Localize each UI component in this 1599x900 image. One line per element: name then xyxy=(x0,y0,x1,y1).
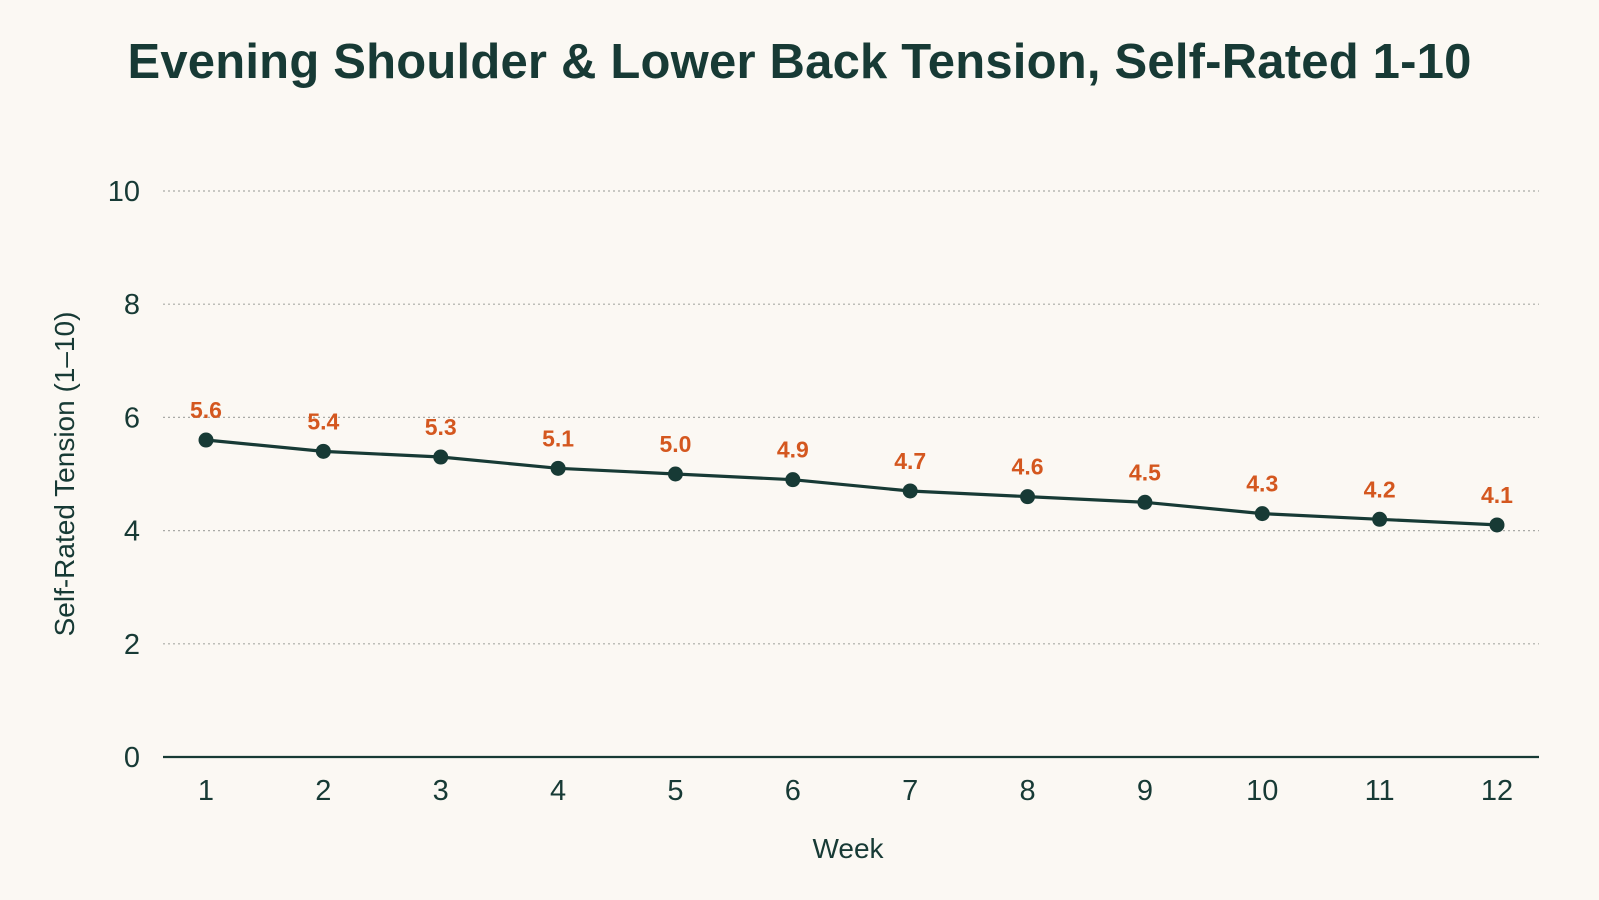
data-label: 5.3 xyxy=(425,414,457,440)
data-point xyxy=(433,449,449,465)
y-axis-title: Self-Rated Tension (1–10) xyxy=(49,312,80,637)
data-point xyxy=(667,466,683,482)
data-point xyxy=(1020,489,1036,505)
y-tick-label: 10 xyxy=(108,176,140,208)
data-point xyxy=(902,483,918,499)
data-label: 5.1 xyxy=(542,425,574,451)
x-axis-title: Week xyxy=(812,833,884,864)
x-tick-label: 3 xyxy=(433,775,449,807)
data-label: 4.3 xyxy=(1246,471,1278,497)
y-tick-label: 0 xyxy=(124,742,140,774)
y-tick-label: 2 xyxy=(124,629,140,661)
data-label: 5.4 xyxy=(307,408,339,434)
data-label: 4.7 xyxy=(894,448,926,474)
data-label: 4.6 xyxy=(1012,454,1044,480)
data-point xyxy=(550,460,566,476)
data-point xyxy=(1254,506,1270,522)
data-point xyxy=(785,472,801,488)
x-tick-label: 7 xyxy=(902,775,918,807)
data-point xyxy=(1137,494,1153,510)
data-point xyxy=(198,432,214,448)
x-tick-label: 9 xyxy=(1137,775,1153,807)
data-labels: 5.6 5.4 5.3 5.1 5.0 4.9 4.7 4.6 4.5 4.3 4.2 4.1 xyxy=(190,397,1513,508)
series-line xyxy=(205,438,1498,527)
x-tick-label: 11 xyxy=(1365,775,1395,807)
x-tick-label: 6 xyxy=(785,775,801,807)
x-tick-label: 8 xyxy=(1019,775,1035,807)
data-point xyxy=(1372,511,1388,527)
x-tick-label: 2 xyxy=(315,775,331,807)
data-label: 4.9 xyxy=(777,437,809,463)
data-point xyxy=(315,443,331,459)
x-tick-label: 10 xyxy=(1246,775,1278,807)
x-tick-label: 1 xyxy=(198,775,214,807)
gridlines xyxy=(163,190,1539,645)
y-axis-ticks: 0 2 4 6 8 10 xyxy=(108,176,140,774)
data-label: 5.6 xyxy=(190,397,222,423)
y-tick-label: 8 xyxy=(124,289,140,321)
data-label: 4.5 xyxy=(1129,459,1161,485)
data-point xyxy=(1489,517,1505,533)
x-tick-label: 5 xyxy=(667,775,683,807)
data-label: 4.2 xyxy=(1364,476,1396,502)
y-tick-label: 4 xyxy=(124,516,140,548)
x-tick-label: 12 xyxy=(1481,775,1513,807)
x-tick-label: 4 xyxy=(550,775,566,807)
y-tick-label: 6 xyxy=(124,402,140,434)
x-axis-ticks: 1 2 3 4 5 6 7 8 9 10 11 12 xyxy=(198,775,1513,807)
data-label: 5.0 xyxy=(659,431,691,457)
chart-title: Evening Shoulder & Lower Back Tension, S… xyxy=(127,35,1472,89)
data-label: 4.1 xyxy=(1481,482,1513,508)
series-group xyxy=(198,432,1505,533)
